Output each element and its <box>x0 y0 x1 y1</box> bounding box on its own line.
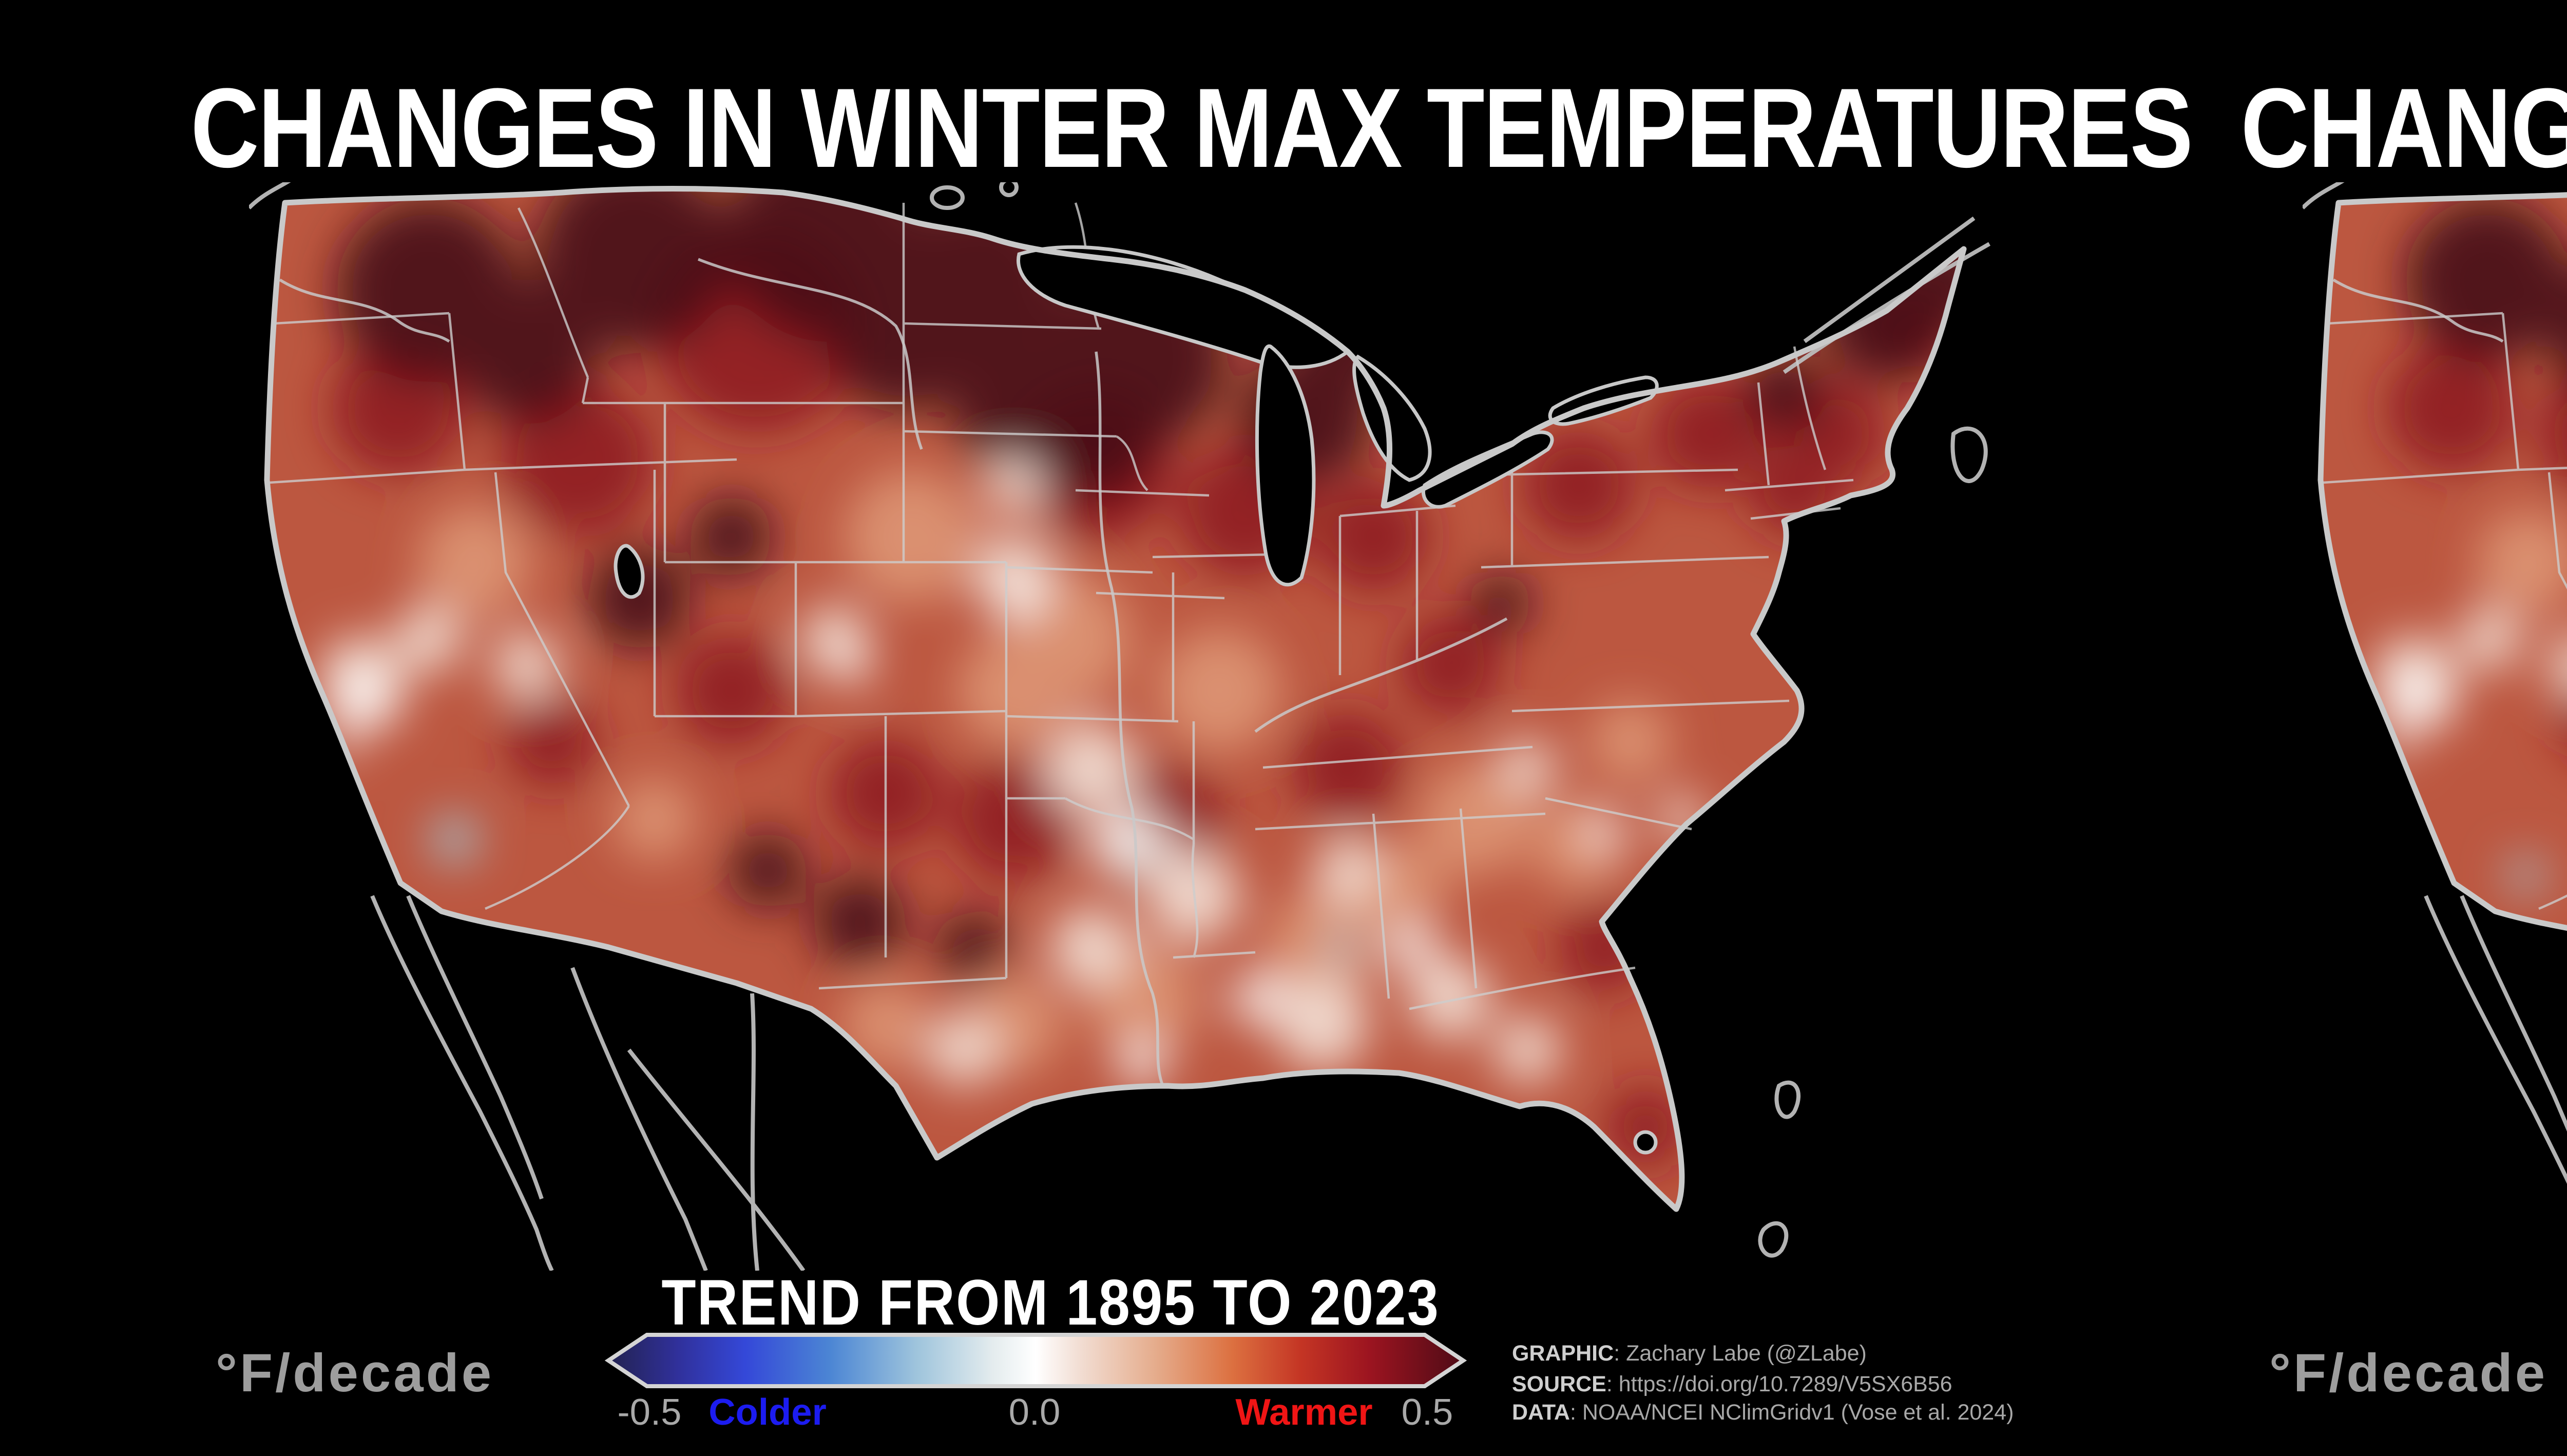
legend-title-max: TREND FROM 1895 TO 2023 <box>608 1268 1463 1343</box>
page-title-max-text: CHANGES IN WINTER MAX TEMPERATURES <box>190 67 2193 193</box>
page-title-min: CHANGES IN WINTER MIN TEMPERATURES <box>2054 67 2567 195</box>
rivers-min <box>2332 278 2504 343</box>
credit-source-value-max: : https://doi.org/10.7289/V5SX6B56 <box>1606 1369 1952 1395</box>
tick-warmer-max: Warmer <box>1235 1394 1373 1435</box>
panel-winter-min: CHANGES IN WINTER MIN TEMPERATURES <box>2054 0 2567 1455</box>
credit-graphic-label-max: GRAPHIC <box>1512 1340 1614 1366</box>
panel-winter-max: CHANGES IN WINTER MAX TEMPERATURES <box>0 67 2193 1435</box>
credit-source-label-max: SOURCE <box>1512 1369 1606 1395</box>
us-coastline-max <box>264 186 1967 1212</box>
page-title-min-text: CHANGES IN WINTER MIN TEMPERATURES <box>2240 67 2567 193</box>
unit-label-max: °F/decade <box>216 1345 494 1404</box>
us-map-winter-max <box>249 182 1992 1271</box>
credit-source-max: SOURCE: https://doi.org/10.7289/V5SX6B56 <box>1512 1370 2014 1400</box>
rivers-max <box>279 258 1508 1087</box>
us-map-min-svg <box>2303 182 2567 1209</box>
tick-colder-max: Colder <box>708 1394 827 1435</box>
credit-data-label-max: DATA <box>1512 1399 1570 1425</box>
us-map-winter-min <box>2303 182 2567 1271</box>
tick-min-max: -0.5 <box>617 1394 682 1435</box>
legend-title-max-text: TREND FROM 1895 TO 2023 <box>661 1268 1440 1340</box>
colorbar-max <box>604 1333 1467 1388</box>
credit-graphic-max: GRAPHIC: Zachary Labe (@ZLabe) <box>1512 1340 2014 1370</box>
credits-max: GRAPHIC: Zachary Labe (@ZLabe) SOURCE: h… <box>1512 1340 2014 1429</box>
tick-max-max: 0.5 <box>1401 1394 1453 1435</box>
state-borders-max <box>269 202 1854 1010</box>
credit-graphic-value-max: : Zachary Labe (@ZLabe) <box>1614 1340 1867 1366</box>
heat-field-min <box>2321 188 2567 1209</box>
unit-label-min: °F/decade <box>2269 1345 2548 1404</box>
us-map-max-svg <box>249 182 1990 1271</box>
tick-mid-max: 0.0 <box>1008 1394 1061 1435</box>
page-title-max: CHANGES IN WINTER MAX TEMPERATURES <box>0 67 2193 195</box>
credit-data-max: DATA: NOAA/NCEI NClimGridv1 (Vose et al.… <box>1512 1400 2014 1429</box>
credit-data-value-max: : NOAA/NCEI NClimGridv1 (Vose et al. 202… <box>1569 1399 2014 1425</box>
neighbor-coastlines-min <box>2303 182 2567 1184</box>
neighbor-coastlines-max <box>249 182 1990 1271</box>
colorbar-max-arrow <box>604 1333 1467 1388</box>
state-borders-min <box>2323 312 2567 910</box>
